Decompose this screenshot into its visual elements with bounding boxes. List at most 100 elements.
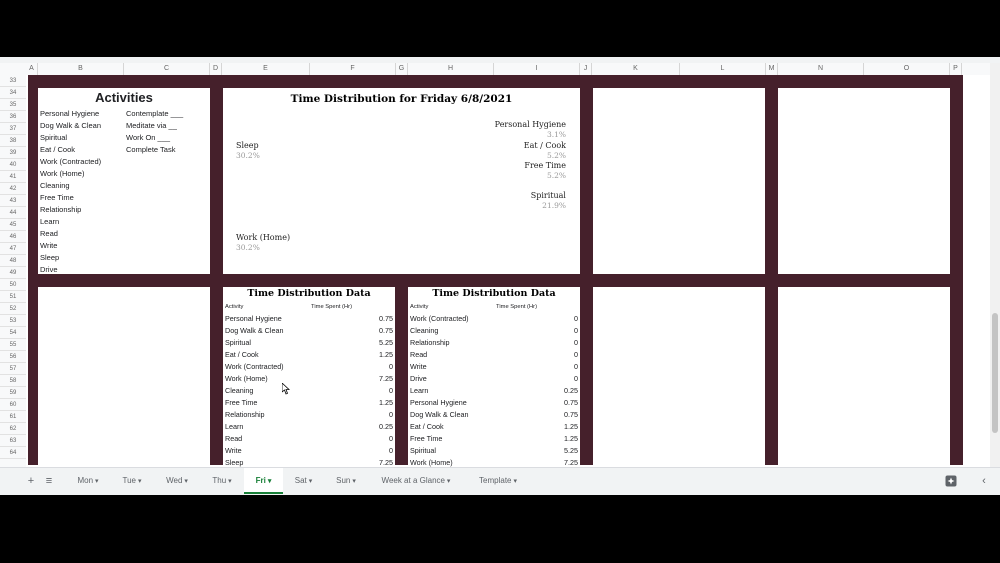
table-cell-activity[interactable]: Learn xyxy=(410,386,429,395)
column-header-P[interactable]: P xyxy=(950,63,962,75)
table-cell-activity[interactable]: Learn xyxy=(225,422,244,431)
table-cell-activity[interactable]: Read xyxy=(225,434,243,443)
row-header[interactable]: 41 xyxy=(0,171,26,183)
row-header[interactable]: 48 xyxy=(0,255,26,267)
table-cell-time[interactable]: 7.25 xyxy=(564,458,578,467)
column-header-J[interactable]: J xyxy=(580,63,592,75)
table-cell-time[interactable]: 7.25 xyxy=(379,374,393,383)
column-header-O[interactable]: O xyxy=(864,63,950,75)
table-cell-time[interactable]: 1.25 xyxy=(564,434,578,443)
table-cell-activity[interactable]: Cleaning xyxy=(410,326,439,335)
sheet-tab-week-at-a-glance[interactable]: Week at a Glance ▾ xyxy=(368,468,464,494)
table-cell-activity[interactable]: Write xyxy=(410,362,427,371)
row-header[interactable]: 39 xyxy=(0,147,26,159)
row-header[interactable]: 63 xyxy=(0,435,26,447)
table-cell-time[interactable]: 1.25 xyxy=(379,350,393,359)
sheet-tab-thu[interactable]: Thu ▾ xyxy=(200,468,244,494)
table-cell-time[interactable]: 5.25 xyxy=(379,338,393,347)
sheet-tab-tue[interactable]: Tue ▾ xyxy=(110,468,154,494)
row-header[interactable]: 45 xyxy=(0,219,26,231)
row-header[interactable]: 47 xyxy=(0,243,26,255)
table-cell-activity[interactable]: Spiritual xyxy=(410,446,436,455)
table-cell-activity[interactable]: Work (Contracted) xyxy=(410,314,469,323)
row-header[interactable]: 43 xyxy=(0,195,26,207)
column-header-I[interactable]: I xyxy=(494,63,580,75)
table-cell-time[interactable]: 0.75 xyxy=(564,398,578,407)
table-cell-time[interactable]: 0.75 xyxy=(564,410,578,419)
row-header[interactable]: 58 xyxy=(0,375,26,387)
table-cell-time[interactable]: 7.25 xyxy=(379,458,393,467)
table-cell-time[interactable]: 0 xyxy=(389,386,393,395)
plus-icon[interactable]: + xyxy=(27,475,35,487)
row-header[interactable]: 56 xyxy=(0,351,26,363)
table-cell-time[interactable]: 0.25 xyxy=(564,386,578,395)
list-icon[interactable]: ≡ xyxy=(45,475,53,487)
row-header[interactable]: 49 xyxy=(0,267,26,279)
row-header[interactable]: 36 xyxy=(0,111,26,123)
table-cell-time[interactable]: 1.25 xyxy=(379,398,393,407)
sheet-tab-template[interactable]: Template ▾ xyxy=(464,468,532,494)
table-cell-time[interactable]: 0 xyxy=(389,410,393,419)
row-header[interactable]: 52 xyxy=(0,303,26,315)
column-header-N[interactable]: N xyxy=(778,63,864,75)
vertical-scrollbar[interactable] xyxy=(990,63,1000,467)
column-header-D[interactable]: D xyxy=(210,63,222,75)
column-header-B[interactable]: B xyxy=(38,63,124,75)
table-cell-activity[interactable]: Free Time xyxy=(225,398,258,407)
row-header[interactable]: 40 xyxy=(0,159,26,171)
table-cell-activity[interactable]: Work (Home) xyxy=(410,458,453,467)
table-cell-activity[interactable]: Work (Home) xyxy=(225,374,268,383)
table-cell-time[interactable]: 0 xyxy=(574,350,578,359)
table-cell-time[interactable]: 0 xyxy=(574,362,578,371)
table-cell-activity[interactable]: Read xyxy=(410,350,428,359)
row-header[interactable]: 34 xyxy=(0,87,26,99)
table-cell-activity[interactable]: Cleaning xyxy=(225,386,254,395)
row-header[interactable]: 46 xyxy=(0,231,26,243)
table-cell-time[interactable]: 0.25 xyxy=(379,422,393,431)
table-cell-time[interactable]: 0.75 xyxy=(379,314,393,323)
row-header[interactable]: 38 xyxy=(0,135,26,147)
table-cell-activity[interactable]: Eat / Cook xyxy=(410,422,444,431)
row-header[interactable]: 50 xyxy=(0,279,26,291)
column-header-E[interactable]: E xyxy=(222,63,310,75)
row-header[interactable]: 54 xyxy=(0,327,26,339)
sheet-tab-fri[interactable]: Fri ▾ xyxy=(244,468,283,494)
table-cell-activity[interactable]: Personal Hygiene xyxy=(410,398,467,407)
row-header[interactable]: 57 xyxy=(0,363,26,375)
table-cell-activity[interactable]: Dog Walk & Clean xyxy=(225,326,284,335)
row-header[interactable]: 55 xyxy=(0,339,26,351)
column-header-M[interactable]: M xyxy=(766,63,778,75)
row-header[interactable]: 51 xyxy=(0,291,26,303)
table-cell-activity[interactable]: Spiritual xyxy=(225,338,251,347)
column-header-C[interactable]: C xyxy=(124,63,210,75)
chevron-left-icon[interactable]: ‹ xyxy=(982,475,986,487)
table-cell-time[interactable]: 0 xyxy=(574,326,578,335)
table-cell-activity[interactable]: Write xyxy=(225,446,242,455)
column-header-G[interactable]: G xyxy=(396,63,408,75)
sheet-tab-mon[interactable]: Mon ▾ xyxy=(66,468,110,494)
row-header[interactable]: 61 xyxy=(0,411,26,423)
row-header[interactable]: 62 xyxy=(0,423,26,435)
table-cell-activity[interactable]: Drive xyxy=(410,374,427,383)
sheet-tab-sat[interactable]: Sat ▾ xyxy=(283,468,324,494)
column-header-A[interactable]: A xyxy=(26,63,38,75)
table-cell-time[interactable]: 5.25 xyxy=(564,446,578,455)
sheet-tab-wed[interactable]: Wed ▾ xyxy=(154,468,200,494)
column-header-K[interactable]: K xyxy=(592,63,680,75)
row-header[interactable]: 44 xyxy=(0,207,26,219)
table-cell-time[interactable]: 0 xyxy=(389,446,393,455)
table-cell-time[interactable]: 1.25 xyxy=(564,422,578,431)
row-header[interactable]: 33 xyxy=(0,75,26,87)
table-cell-activity[interactable]: Eat / Cook xyxy=(225,350,259,359)
explore-icon[interactable] xyxy=(943,468,959,494)
row-header[interactable]: 64 xyxy=(0,447,26,459)
row-header[interactable]: 60 xyxy=(0,399,26,411)
column-header-L[interactable]: L xyxy=(680,63,766,75)
table-cell-activity[interactable]: Relationship xyxy=(410,338,450,347)
table-cell-activity[interactable]: Relationship xyxy=(225,410,265,419)
table-cell-time[interactable]: 0.75 xyxy=(379,326,393,335)
sheet-tab-sun[interactable]: Sun ▾ xyxy=(324,468,368,494)
table-cell-time[interactable]: 0 xyxy=(574,374,578,383)
table-cell-time[interactable]: 0 xyxy=(389,362,393,371)
row-header[interactable]: 37 xyxy=(0,123,26,135)
